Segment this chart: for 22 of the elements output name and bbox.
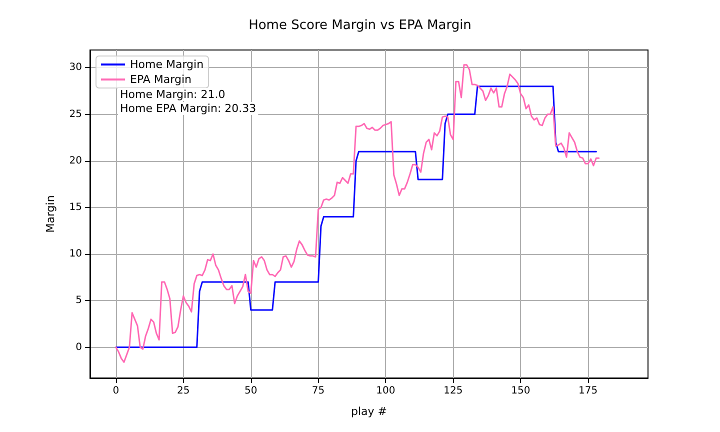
x-tick-label: 25 (176, 386, 190, 396)
x-tick-label: 150 (511, 386, 530, 396)
y-tick-label: 20 (69, 155, 82, 166)
x-tick-label: 0 (112, 386, 120, 396)
y-tick-label: 15 (69, 202, 82, 213)
y-tick-label: 0 (76, 342, 82, 353)
y-tick-label: 30 (69, 62, 82, 74)
x-tick-label: 50 (244, 386, 258, 396)
x-axis-title: play # (350, 405, 388, 418)
y-tick-label: 5 (76, 295, 82, 306)
y-axis-title: Margin (44, 195, 57, 233)
x-tick-label: 125 (444, 386, 463, 396)
y-tick-label: 25 (69, 108, 82, 120)
annotation: Home EPA Margin: 20.33 (120, 102, 256, 115)
legend-label: Home Margin (130, 58, 204, 71)
x-tick-label: 100 (376, 386, 396, 396)
legend-label: EPA Margin (130, 73, 192, 86)
chart-title: Home Score Margin vs EPA Margin (248, 18, 472, 33)
x-tick-label: 75 (312, 386, 325, 396)
y-tick-label: 10 (69, 248, 82, 260)
x-tick-label: 175 (578, 386, 598, 396)
annotation: Home Margin: 21.0 (120, 88, 226, 101)
